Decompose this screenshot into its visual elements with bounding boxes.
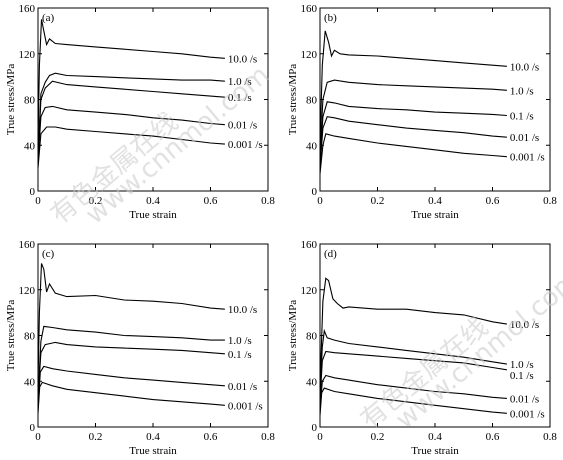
x-tick-label: 0.8 [261,431,275,443]
x-tick-label: 0.2 [89,195,103,207]
series-line-1 [319,277,507,388]
series-label-3: 0.1 /s [228,92,252,104]
series-line-1 [37,19,225,146]
series-label-4: 0.01 /s [510,393,539,405]
series-label-5: 0.001 /s [510,152,545,164]
series-label-1: 10.0 /s [228,304,257,316]
y-axis-label: True stress/MPa [5,64,17,136]
x-tick-label: 0.4 [146,195,160,207]
y-tick-label: 160 [19,3,36,15]
x-tick-label: 0.4 [146,431,160,443]
series-label-1: 10.0 /s [510,319,539,331]
x-tick-label: 0.6 [204,195,218,207]
chart-panel-3: 0 0.2 0.4 0.6 0.8 0 40 80 120 160 True strain True … [5,239,275,457]
y-tick-label: 0 [312,186,318,198]
series-label-3: 0.1 /s [510,370,534,382]
series-line-2 [319,328,507,399]
x-axis-label: True strain [129,209,177,221]
series-label-4: 0.01 /s [510,132,539,144]
series-line-2 [319,79,507,157]
x-tick-label: 0 [317,195,323,207]
y-tick-label: 160 [301,239,318,251]
y-tick-label: 0 [312,422,318,434]
y-tick-label: 40 [306,140,318,152]
series-label-5: 0.001 /s [510,408,545,420]
series-line-5 [319,133,507,174]
x-tick-label: 0 [317,431,323,443]
y-tick-label: 80 [306,95,318,107]
series-line-3 [319,101,507,163]
series-line-1 [319,30,507,146]
series-line-4 [37,105,225,163]
chart-panel-4: 0 0.2 0.4 0.6 0.8 0 40 80 120 160 True strain True … [287,239,557,457]
series-label-4: 0.01 /s [228,120,257,132]
series-line-4 [37,365,225,410]
chart-panels: 0 0.2 0.4 0.6 0.8 0 40 80 120 160 True strain True … [5,3,557,457]
y-tick-label: 40 [306,376,318,388]
x-tick-label: 0.6 [204,431,218,443]
series-label-2: 1.0 /s [510,359,534,371]
series-line-3 [37,80,225,157]
x-tick-label: 0.6 [486,431,500,443]
y-tick-label: 0 [30,422,36,434]
y-tick-label: 120 [301,285,318,297]
series-label-1: 10.0 /s [510,61,539,73]
series-label-5: 0.001 /s [228,400,263,412]
series-label-2: 1.0 /s [510,85,534,97]
x-axis-label: True strain [411,445,459,457]
x-tick-label: 0.6 [486,195,500,207]
y-tick-label: 80 [24,95,36,107]
series-label-5: 0.001 /s [228,139,263,151]
series-line-1 [37,263,225,388]
y-tick-label: 80 [24,331,36,343]
panel-label: (d) [324,248,337,260]
series-line-3 [319,350,507,402]
chart-panel-2: 0 0.2 0.4 0.6 0.8 0 40 80 120 160 True strain True … [287,3,557,221]
series-line-5 [37,381,225,414]
x-axis-label: True strain [411,209,459,221]
x-tick-label: 0.2 [371,431,385,443]
x-tick-label: 0.8 [261,195,275,207]
series-label-3: 0.1 /s [510,111,534,123]
y-axis-label: True stress/MPa [5,300,17,372]
x-tick-label: 0.4 [428,431,442,443]
x-tick-label: 0.4 [428,195,442,207]
series-line-4 [319,374,507,410]
y-tick-label: 40 [24,376,36,388]
panel-label: (c) [42,248,55,260]
series-line-5 [319,387,507,416]
y-tick-label: 120 [301,49,318,61]
x-axis-label: True strain [129,445,177,457]
y-axis-label: True stress/MPa [287,300,299,372]
series-label-4: 0.01 /s [228,381,257,393]
x-tick-label: 0.8 [543,431,557,443]
y-tick-label: 160 [19,239,36,251]
series-label-3: 0.1 /s [228,349,252,361]
series-line-3 [37,341,225,399]
series-label-2: 1.0 /s [228,335,252,347]
y-tick-label: 80 [306,331,318,343]
series-label-2: 1.0 /s [228,76,252,88]
x-tick-label: 0.2 [89,431,103,443]
chart-panel-1: 0 0.2 0.4 0.6 0.8 0 40 80 120 160 True strain True … [5,3,275,221]
panel-label: (b) [324,12,337,24]
x-tick-label: 0 [35,195,41,207]
series-line-5 [37,126,225,169]
x-tick-label: 0 [35,431,41,443]
series-line-2 [37,325,225,399]
y-tick-label: 120 [19,49,36,61]
x-tick-label: 0.8 [543,195,557,207]
series-label-1: 10.0 /s [228,53,257,65]
y-tick-label: 40 [24,140,36,152]
y-tick-label: 160 [301,3,318,15]
y-tick-label: 120 [19,285,36,297]
y-axis-label: True stress/MPa [287,64,299,136]
series-line-4 [319,116,507,169]
series-line-2 [37,72,225,157]
panel-label: (a) [42,12,55,24]
y-tick-label: 0 [30,186,36,198]
x-tick-label: 0.2 [371,195,385,207]
